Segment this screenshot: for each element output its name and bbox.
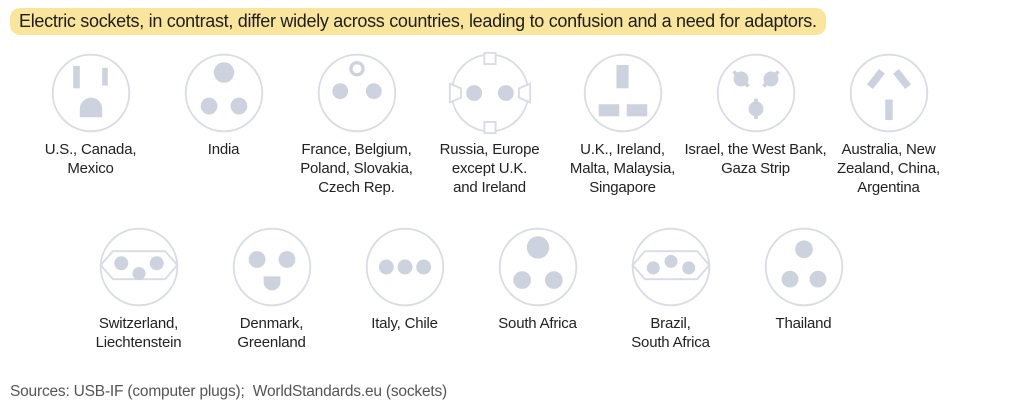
denmark-socket-icon	[232, 227, 311, 307]
india-socket-icon	[184, 53, 263, 133]
socket-item: U.S., Canada, Mexico	[24, 51, 157, 178]
socket-item: U.K., Ireland, Malta, Malaysia, Singapor…	[556, 51, 689, 197]
socket-grid-row-2: Switzerland, Liechtenstein Denmark, Gree…	[0, 225, 1023, 352]
socket-item: Thailand	[737, 225, 870, 333]
headline-highlight: Electric sockets, in contrast, differ wi…	[10, 8, 826, 35]
socket-item: Switzerland, Liechtenstein	[72, 225, 205, 352]
uk-ireland-socket-icon	[583, 53, 662, 133]
australia-china-socket-icon	[849, 53, 928, 133]
israel-west-bank-socket-icon	[716, 53, 795, 133]
socket-item: Russia, Europe except U.K. and Ireland	[423, 51, 556, 197]
russia-europe-socket-icon	[448, 52, 531, 135]
us-canada-mexico-socket-icon	[51, 53, 130, 133]
socket-item: South Africa	[471, 225, 604, 333]
socket-label: South Africa	[498, 315, 577, 333]
italy-chile-socket-icon	[365, 227, 444, 307]
socket-label: France, Belgium, Poland, Slovakia, Czech…	[300, 141, 413, 197]
socket-item: India	[157, 51, 290, 159]
socket-label: Italy, Chile	[371, 315, 438, 333]
thailand-socket-icon	[764, 227, 843, 307]
socket-label: Denmark, Greenland	[237, 315, 306, 352]
france-belgium-socket-icon	[317, 53, 396, 133]
socket-label: Thailand	[775, 315, 832, 333]
socket-label: Australia, New Zealand, China, Argentina	[837, 141, 940, 197]
socket-item: Brazil, South Africa	[604, 225, 737, 352]
socket-item: Italy, Chile	[338, 225, 471, 333]
socket-label: Switzerland, Liechtenstein	[95, 315, 182, 352]
socket-label: U.S., Canada, Mexico	[44, 141, 137, 178]
brazil-socket-icon	[630, 227, 711, 307]
socket-label: Israel, the West Bank, Gaza Strip	[684, 141, 827, 178]
sources-note: Sources: USB-IF (computer plugs); WorldS…	[10, 383, 447, 401]
socket-grid-row-1: U.S., Canada, Mexico India France, Belgi…	[0, 51, 1023, 197]
electric-sockets-infographic: Electric sockets, in contrast, differ wi…	[0, 8, 1023, 401]
socket-item: Israel, the West Bank, Gaza Strip	[684, 51, 827, 178]
socket-label: U.K., Ireland, Malta, Malaysia, Singapor…	[569, 141, 676, 197]
headline: Electric sockets, in contrast, differ wi…	[0, 8, 1023, 35]
socket-item: Denmark, Greenland	[205, 225, 338, 352]
socket-item: France, Belgium, Poland, Slovakia, Czech…	[290, 51, 423, 197]
socket-label: Brazil, South Africa	[631, 315, 710, 352]
switzerland-socket-icon	[98, 227, 179, 307]
socket-item: Australia, New Zealand, China, Argentina	[822, 51, 955, 197]
socket-label: India	[207, 141, 240, 159]
south-africa-socket-icon	[498, 227, 577, 307]
socket-label: Russia, Europe except U.K. and Ireland	[439, 141, 540, 197]
